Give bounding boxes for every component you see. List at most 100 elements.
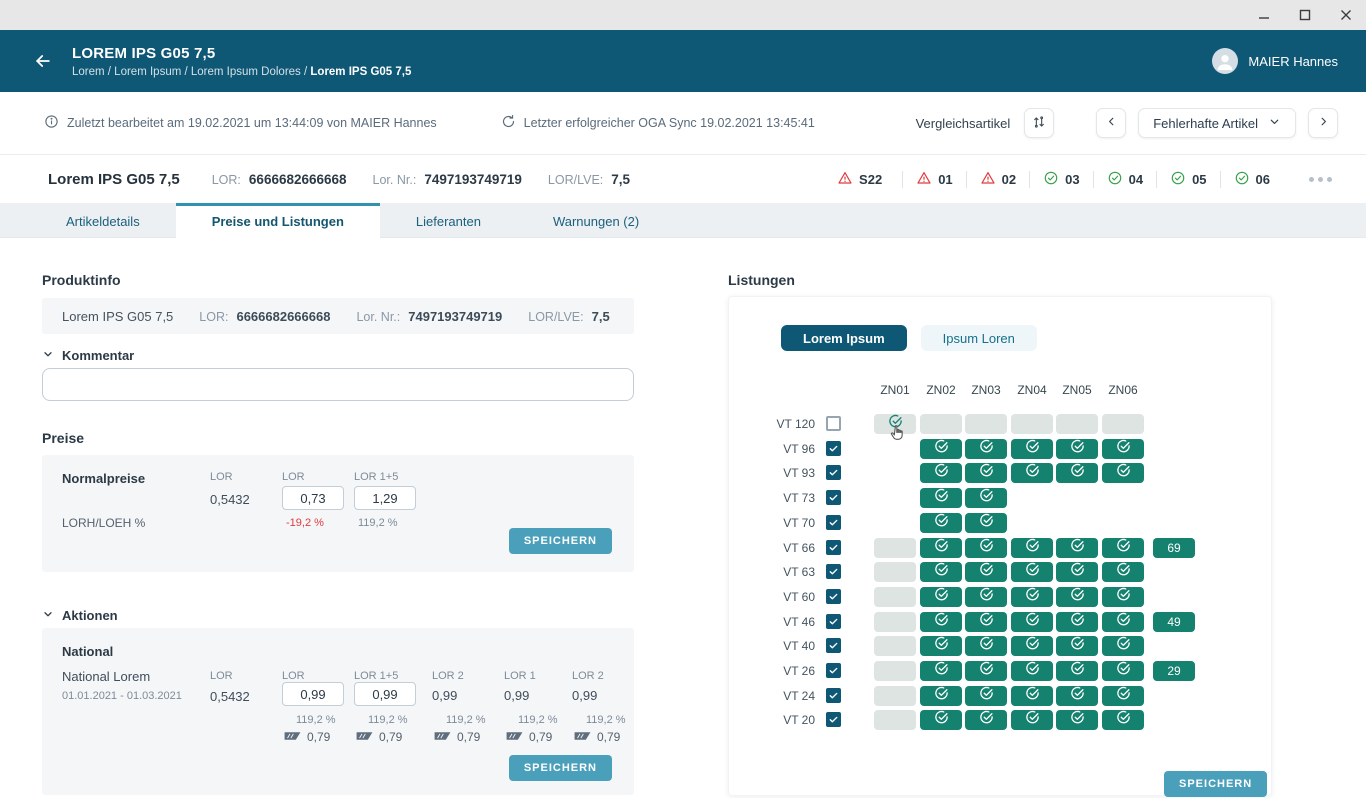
vt-row-checkbox[interactable] <box>826 564 841 579</box>
tab-lieferanten[interactable]: Lieferanten <box>415 214 481 229</box>
next-article-button[interactable] <box>1308 108 1338 138</box>
listing-cell-inactive[interactable] <box>874 661 916 681</box>
listing-cell-active[interactable] <box>920 463 962 483</box>
listing-cell-active[interactable] <box>1011 587 1053 607</box>
listing-cell-active[interactable] <box>920 488 962 508</box>
listing-cell-active[interactable] <box>965 612 1007 632</box>
listing-cell-active[interactable] <box>965 439 1007 459</box>
preise-input-1[interactable] <box>282 486 344 510</box>
listing-cell-inactive[interactable] <box>874 636 916 656</box>
listing-cell-active[interactable] <box>1056 686 1098 706</box>
vt-row-checkbox[interactable] <box>826 663 841 678</box>
listing-cell-active[interactable] <box>1056 538 1098 558</box>
vt-row-checkbox[interactable] <box>826 540 841 555</box>
maximize-icon[interactable] <box>1285 0 1325 30</box>
listing-cell-active[interactable] <box>1011 538 1053 558</box>
listing-cell-active[interactable] <box>920 710 962 730</box>
listing-cell-active[interactable] <box>1011 710 1053 730</box>
aktion-input-0[interactable] <box>282 682 344 706</box>
listing-cell-active[interactable] <box>1102 661 1144 681</box>
back-arrow-icon[interactable] <box>30 48 56 74</box>
listing-cell-active[interactable] <box>920 612 962 632</box>
vt-row-checkbox[interactable] <box>826 614 841 629</box>
listing-cell-active[interactable] <box>1011 612 1053 632</box>
listing-cell-active[interactable] <box>965 538 1007 558</box>
tab-warnungen-2-[interactable]: Warnungen (2) <box>552 214 640 229</box>
listing-cell-active[interactable] <box>920 587 962 607</box>
listing-cell-active[interactable] <box>965 686 1007 706</box>
listing-cell-active[interactable] <box>1102 636 1144 656</box>
kommentar-input[interactable] <box>42 368 634 401</box>
listing-cell-active[interactable] <box>1011 686 1053 706</box>
listing-count-badge[interactable]: 29 <box>1153 661 1195 681</box>
listing-cell-active[interactable] <box>920 661 962 681</box>
listing-cell-active[interactable] <box>1011 562 1053 582</box>
vt-row-checkbox[interactable] <box>826 490 841 505</box>
status-badge-03[interactable]: 03 <box>1030 170 1092 189</box>
vt-row-checkbox[interactable] <box>826 441 841 456</box>
listing-cell-active[interactable] <box>1056 710 1098 730</box>
tab-artikeldetails[interactable]: Artikeldetails <box>66 214 140 229</box>
listing-cell-inactive[interactable] <box>1056 414 1098 434</box>
listing-cell-active[interactable] <box>920 686 962 706</box>
listing-cell-active[interactable] <box>1056 587 1098 607</box>
status-badge-05[interactable]: 05 <box>1157 170 1219 189</box>
listing-cell-active[interactable] <box>1102 686 1144 706</box>
listing-cell-active[interactable] <box>1102 710 1144 730</box>
listing-cell-inactive[interactable] <box>874 414 916 440</box>
aktionen-toggle[interactable]: Aktionen <box>42 608 118 623</box>
listing-count-badge[interactable]: 69 <box>1153 538 1195 558</box>
vt-row-checkbox[interactable] <box>826 589 841 604</box>
listing-cell-active[interactable] <box>965 463 1007 483</box>
listing-cell-active[interactable] <box>1102 612 1144 632</box>
listing-cell-active[interactable] <box>1102 562 1144 582</box>
listing-cell-active[interactable] <box>1102 463 1144 483</box>
listing-cell-active[interactable] <box>1056 636 1098 656</box>
listing-cell-active[interactable] <box>1102 587 1144 607</box>
status-badge-02[interactable]: 02 <box>967 170 1029 189</box>
status-badge-s22[interactable]: S22 <box>824 170 902 189</box>
listing-cell-inactive[interactable] <box>874 562 916 582</box>
vt-row-checkbox[interactable] <box>826 712 841 727</box>
aktion-input-1[interactable] <box>354 682 416 706</box>
listing-cell-inactive[interactable] <box>874 538 916 558</box>
listing-cell-active[interactable] <box>1056 439 1098 459</box>
listing-cell-active[interactable] <box>1056 562 1098 582</box>
listing-cell-inactive[interactable] <box>874 612 916 632</box>
listing-cell-active[interactable] <box>1011 439 1053 459</box>
listing-cell-active[interactable] <box>1011 661 1053 681</box>
listing-cell-active[interactable] <box>965 513 1007 533</box>
listing-cell-active[interactable] <box>920 439 962 459</box>
listing-cell-active[interactable] <box>965 587 1007 607</box>
listing-cell-active[interactable] <box>1011 636 1053 656</box>
listing-cell-active[interactable] <box>920 636 962 656</box>
listungen-toggle-lorem-ipsum[interactable]: Lorem Ipsum <box>781 325 907 351</box>
vt-row-checkbox[interactable] <box>826 515 841 530</box>
listing-cell-active[interactable] <box>1102 538 1144 558</box>
listing-count-badge[interactable]: 49 <box>1153 612 1195 632</box>
close-icon[interactable] <box>1326 0 1366 30</box>
compare-article-button[interactable] <box>1024 108 1055 138</box>
preise-input-2[interactable] <box>354 486 416 510</box>
error-articles-dropdown[interactable]: Fehlerhafte Artikel <box>1138 108 1296 138</box>
listing-cell-inactive[interactable] <box>874 587 916 607</box>
listing-cell-inactive[interactable] <box>874 686 916 706</box>
vt-row-checkbox[interactable] <box>826 688 841 703</box>
listing-cell-active[interactable] <box>965 661 1007 681</box>
listing-cell-active[interactable] <box>920 513 962 533</box>
status-badge-06[interactable]: 06 <box>1221 170 1283 189</box>
listing-cell-inactive[interactable] <box>1102 414 1144 434</box>
listing-cell-active[interactable] <box>920 562 962 582</box>
listing-cell-inactive[interactable] <box>874 710 916 730</box>
preise-save-button[interactable]: SPEICHERN <box>508 528 612 554</box>
listing-cell-inactive[interactable] <box>920 414 962 434</box>
vt-row-checkbox[interactable] <box>826 638 841 653</box>
listing-cell-active[interactable] <box>965 562 1007 582</box>
listing-cell-active[interactable] <box>1056 463 1098 483</box>
listungen-toggle-ipsum-loren[interactable]: Ipsum Loren <box>920 325 1037 351</box>
listungen-save-button[interactable]: SPEICHERN <box>1164 771 1268 797</box>
status-badge-04[interactable]: 04 <box>1094 170 1156 189</box>
kommentar-toggle[interactable]: Kommentar <box>42 348 134 363</box>
user-menu[interactable]: MAIER Hannes <box>1212 48 1338 74</box>
more-options-icon[interactable] <box>1309 176 1332 182</box>
